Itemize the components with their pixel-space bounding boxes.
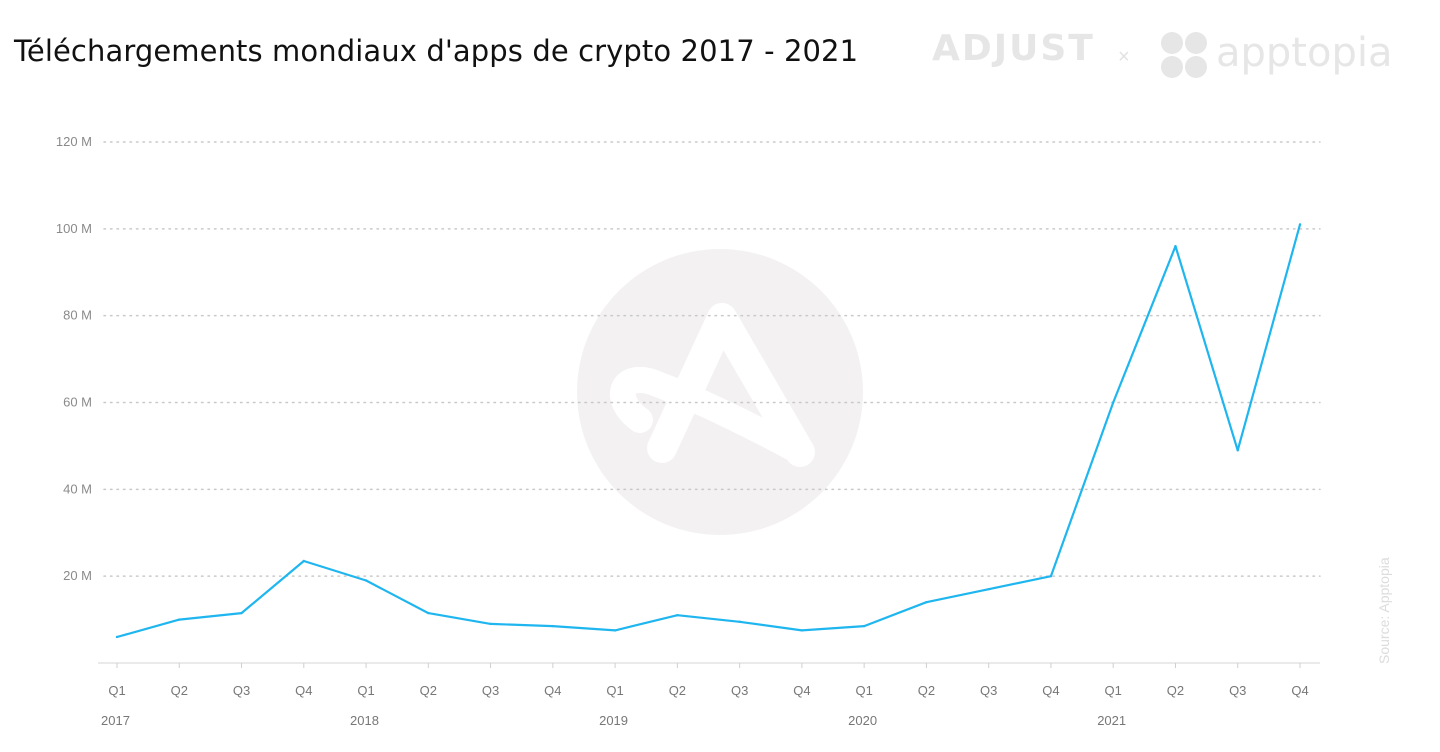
- data-point: [800, 629, 804, 632]
- x-tick-label: Q4: [1291, 683, 1308, 698]
- year-label: 2017: [101, 713, 130, 728]
- data-point: [302, 559, 305, 563]
- y-tick-label: 120 M: [56, 134, 92, 149]
- data-point: [862, 624, 866, 628]
- x-tick-label: Q2: [1167, 683, 1184, 698]
- x-tick-label: Q4: [544, 683, 561, 698]
- x-tick-label: Q1: [855, 683, 872, 698]
- x-tick-label: Q2: [669, 683, 686, 698]
- data-point: [240, 611, 243, 615]
- year-label: 2021: [1097, 713, 1126, 728]
- data-point: [987, 587, 990, 591]
- apptopia-logo: apptopia: [1216, 30, 1393, 76]
- x-tick-label: Q3: [980, 683, 997, 698]
- source-label: Source: Apptopia: [1376, 557, 1392, 664]
- y-tick-label: 60 M: [63, 395, 92, 410]
- adjust-watermark-icon: [577, 249, 863, 535]
- grid-lines: [103, 141, 1321, 577]
- data-point: [364, 579, 368, 582]
- x-tick-label: Q1: [357, 683, 374, 698]
- y-tick-label: 100 M: [56, 221, 92, 236]
- y-tick-label: 80 M: [63, 308, 92, 323]
- data-point: [427, 611, 430, 615]
- data-point: [1236, 449, 1239, 452]
- data-point: [1298, 223, 1302, 226]
- x-tick-label: Q4: [295, 683, 312, 698]
- x-tick-label: Q1: [1105, 683, 1122, 698]
- x-tick-label: Q4: [1042, 683, 1059, 698]
- y-tick-label: 20 M: [63, 568, 92, 583]
- data-point: [676, 614, 679, 617]
- y-tick-label: 40 M: [63, 481, 92, 496]
- x-tick-label: Q3: [1229, 683, 1246, 698]
- data-point: [1049, 574, 1053, 578]
- data-point: [1112, 401, 1115, 404]
- data-point: [1174, 245, 1177, 248]
- data-point: [613, 629, 617, 632]
- data-point: [738, 620, 741, 623]
- x-tick-label: Q1: [606, 683, 623, 698]
- x-tick-label: Q2: [171, 683, 188, 698]
- x-tick-label: Q2: [918, 683, 935, 698]
- x-tick-label: Q4: [793, 683, 810, 698]
- x-tick-label: Q3: [233, 683, 250, 698]
- x-tick-label: Q2: [420, 683, 437, 698]
- x-axis-ticks: Q1 Q2 Q3 Q4 Q1 Q2 Q3 Q4 Q1 Q2 Q3 Q4 Q1 Q2 Q3 Q4 Q1 Q2 Q3 Q4: [108, 663, 1309, 698]
- series-line: [115, 223, 1302, 639]
- apptopia-logo-icon: [1158, 30, 1212, 87]
- x-tick-label: Q1: [108, 683, 125, 698]
- data-point: [551, 624, 555, 628]
- x-tick-label: Q3: [482, 683, 499, 698]
- year-label: 2018: [350, 713, 379, 728]
- data-point: [115, 635, 119, 639]
- brand-separator: ×: [1118, 46, 1130, 68]
- year-labels: 2017 2018 2019 2020 2021: [101, 713, 1126, 728]
- year-label: 2020: [848, 713, 877, 728]
- y-axis-ticks: 20 M 40 M 60 M 80 M 100 M 120 M: [56, 134, 92, 583]
- data-point: [489, 622, 492, 626]
- adjust-logo: ADJUST: [932, 28, 1095, 69]
- chart-title: Téléchargements mondiaux d'apps de crypt…: [14, 34, 859, 68]
- year-label: 2019: [599, 713, 628, 728]
- data-point: [925, 601, 928, 604]
- data-point: [178, 618, 181, 621]
- x-tick-label: Q3: [731, 683, 748, 698]
- series-layer: [115, 223, 1302, 639]
